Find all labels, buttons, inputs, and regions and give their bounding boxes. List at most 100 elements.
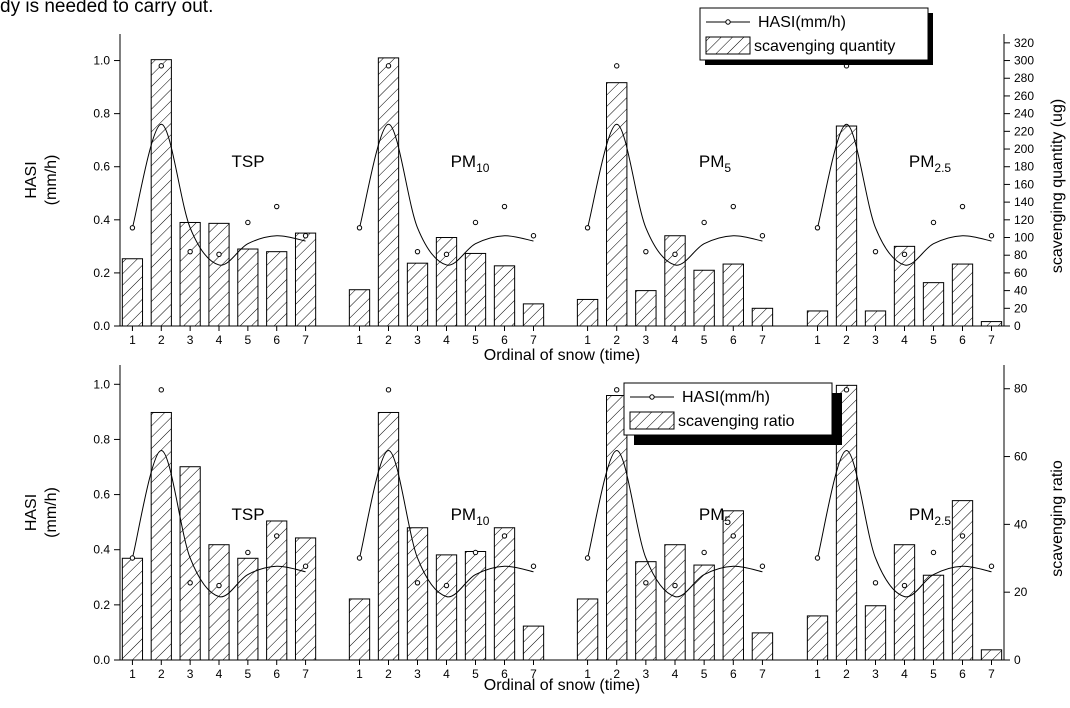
hasi-point <box>614 387 620 393</box>
bar <box>150 59 172 327</box>
hasi-point <box>614 63 620 69</box>
x-tick-label: 3 <box>643 667 650 681</box>
left-tick-label: 0.2 <box>93 266 110 280</box>
hasi-point <box>901 251 908 258</box>
x-tick-label: 5 <box>245 667 252 681</box>
right-tick-label: 200 <box>1014 142 1034 156</box>
bar <box>751 632 774 661</box>
x-tick-label: 5 <box>472 667 479 681</box>
bar <box>464 550 487 661</box>
bar <box>864 310 887 327</box>
hasi-point <box>356 225 363 231</box>
panel-1: 1 2 3 4 5 6 7 TSP <box>121 387 317 681</box>
hasi-point <box>672 582 678 589</box>
panel-label-subscript: 2.5 <box>934 161 951 175</box>
bar <box>951 500 974 661</box>
page-top-text: dy is needed to carry out. <box>0 0 214 17</box>
left-tick-label: 0.4 <box>93 213 110 227</box>
hasi-point <box>302 563 309 569</box>
right-tick-label: 280 <box>1014 71 1034 85</box>
hasi-point <box>158 387 164 393</box>
right-tick-label: 160 <box>1014 177 1034 191</box>
hasi-point <box>129 225 136 231</box>
x-tick-label: 1 <box>356 333 363 347</box>
x-tick-label: 5 <box>472 333 479 347</box>
bar <box>377 411 400 661</box>
hasi-point <box>274 533 280 539</box>
bar <box>406 527 429 661</box>
hasi-point <box>584 555 591 561</box>
x-tick-label: 6 <box>730 333 737 347</box>
hasi-point <box>959 533 966 539</box>
bar <box>980 649 1003 661</box>
hasi-point <box>814 555 821 561</box>
x-tick-label: 4 <box>216 333 223 347</box>
hasi-point <box>356 555 363 561</box>
x-tick-label: 5 <box>701 333 708 347</box>
hasi-point <box>501 203 508 210</box>
bar <box>348 289 371 327</box>
hasi-point <box>901 582 908 589</box>
x-tick-label: 3 <box>414 667 421 681</box>
hasi-curve <box>587 123 763 266</box>
left-y-label: HASI <box>23 494 40 531</box>
panel-label: PM5 <box>699 152 732 175</box>
bar <box>179 466 201 661</box>
x-tick-label: 6 <box>730 667 737 681</box>
x-tick-label: 1 <box>356 667 363 681</box>
x-tick-label: 2 <box>613 333 620 347</box>
left-tick-label: 0.8 <box>93 432 110 446</box>
panel-label: TSP <box>231 505 264 524</box>
x-tick-label: 7 <box>530 667 537 681</box>
panel-label-subscript: 5 <box>724 161 731 175</box>
x-tick-label: 1 <box>129 333 136 347</box>
bar <box>522 625 545 661</box>
x-tick-label: 3 <box>643 333 650 347</box>
panel-3: 1 2 3 4 5 6 7 PM5 <box>576 63 774 347</box>
left-tick-label: 1.0 <box>93 377 110 391</box>
bar <box>435 237 458 327</box>
right-tick-label: 140 <box>1014 195 1034 209</box>
hasi-point <box>443 251 450 258</box>
x-tick-label: 3 <box>414 333 421 347</box>
panel-4: 1 2 3 4 5 6 7 PM2.5 <box>806 63 1003 347</box>
left-y-label: HASI <box>23 161 40 198</box>
legend: HASI(mm/h) scavenging ratio <box>623 382 842 445</box>
hasi-point <box>501 533 508 539</box>
bar <box>208 222 230 327</box>
hasi-point <box>672 251 678 258</box>
right-tick-label: 80 <box>1014 382 1028 396</box>
x-tick-label: 6 <box>959 333 966 347</box>
x-tick-label: 1 <box>584 667 591 681</box>
bar <box>722 510 744 661</box>
bar <box>635 561 657 661</box>
panel-label-subscript: 10 <box>476 161 490 175</box>
left-tick-label: 0.2 <box>93 598 110 612</box>
right-tick-label: 60 <box>1014 266 1028 280</box>
hasi-point <box>245 549 251 556</box>
x-tick-label: 3 <box>187 333 194 347</box>
x-tick-label: 7 <box>302 333 309 347</box>
panel-4: 1 2 3 4 5 6 7 PM2.5 <box>806 384 1003 681</box>
panel-label-subscript: 10 <box>476 514 490 528</box>
hasi-point <box>930 549 937 556</box>
legend-bar-label: scavenging ratio <box>678 413 795 430</box>
bar <box>922 574 945 661</box>
right-tick-label: 20 <box>1014 585 1028 599</box>
hasi-point <box>843 387 850 393</box>
hasi-point <box>643 580 649 586</box>
x-tick-label: 4 <box>672 667 679 681</box>
hasi-point <box>385 387 392 393</box>
panel-label: PM2.5 <box>909 505 952 528</box>
bar <box>493 527 516 661</box>
bar <box>693 564 715 661</box>
x-tick-label: 6 <box>501 667 508 681</box>
bar <box>751 307 774 327</box>
x-tick-label: 4 <box>672 333 679 347</box>
hasi-point <box>414 248 421 255</box>
x-tick-label: 7 <box>759 333 766 347</box>
x-tick-label: 2 <box>158 667 165 681</box>
hasi-curve <box>359 449 534 598</box>
panel-label: TSP <box>231 152 264 171</box>
